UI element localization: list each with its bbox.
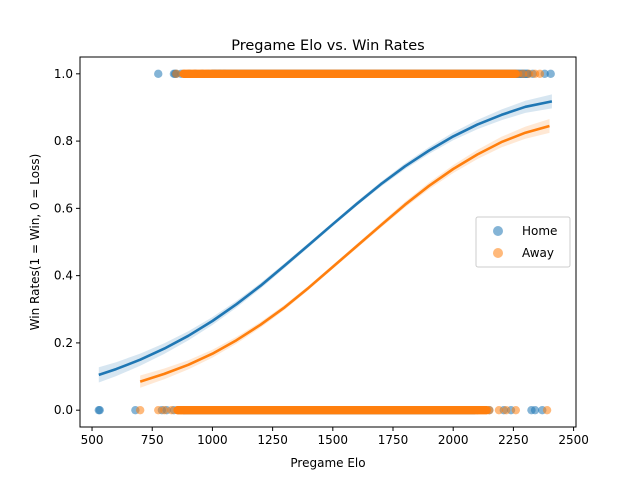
x-tick-label: 2500 (558, 433, 589, 447)
fit-band-home (98, 94, 552, 383)
plot-area-frame (79, 56, 577, 428)
point-away-loss (542, 405, 552, 415)
x-tick-label: 1250 (257, 433, 288, 447)
legend-label-home: Home (522, 224, 557, 238)
legend-marker-away (493, 248, 503, 258)
chart-title: Pregame Elo vs. Win Rates (231, 38, 424, 54)
series-away (135, 69, 552, 415)
y-tick-label: 0.0 (54, 403, 73, 417)
point-home-win (154, 69, 163, 79)
fit-line-away (139, 124, 550, 383)
point-away-win (524, 69, 534, 79)
point-away-win (190, 69, 199, 79)
y-tick-label: 0.6 (54, 201, 73, 215)
point-away-loss (176, 405, 186, 415)
point-away-win (202, 69, 211, 79)
point-away-loss (154, 405, 163, 415)
point-home-win (546, 69, 555, 79)
y-tick-label: 0.8 (54, 134, 73, 148)
y-tick-label: 0.2 (54, 336, 73, 350)
y-axis-label: Win Rates(1 = Win, 0 = Loss) (28, 154, 42, 331)
x-tick-label: 1500 (318, 433, 349, 447)
x-tick-label: 2000 (438, 433, 469, 447)
point-home-loss (530, 405, 540, 415)
point-away-loss (511, 405, 521, 415)
point-away-loss (160, 405, 169, 415)
point-away-loss (494, 405, 504, 415)
point-away-loss (167, 405, 176, 415)
point-home-loss (95, 405, 104, 415)
x-tick-label: 2250 (498, 433, 529, 447)
points-away-win-band (179, 69, 520, 79)
x-tick-label: 500 (81, 433, 104, 447)
point-away-loss (501, 405, 511, 415)
legend: Home Away (475, 216, 571, 268)
fit-line-home (98, 100, 553, 377)
x-tick-label: 750 (141, 433, 164, 447)
legend-marker-home (493, 226, 503, 236)
x-axis-label: Pregame Elo (290, 456, 365, 470)
point-away-win (518, 69, 528, 79)
points-away-loss-band (173, 405, 491, 415)
point-away-win (172, 69, 181, 79)
point-away-loss (485, 405, 494, 415)
y-tick-label: 0.4 (54, 269, 73, 283)
legend-label-away: Away (522, 246, 554, 260)
point-away-loss (135, 405, 145, 415)
y-tick-label: 1.0 (54, 67, 73, 81)
point-away-win (535, 69, 545, 79)
point-away-win (184, 69, 193, 79)
x-tick-label: 1000 (197, 433, 228, 447)
x-tick-label: 1750 (378, 433, 409, 447)
